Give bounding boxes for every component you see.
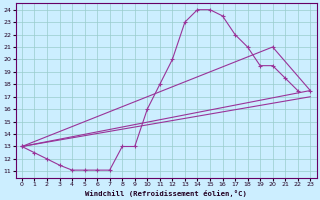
X-axis label: Windchill (Refroidissement éolien,°C): Windchill (Refroidissement éolien,°C) [85,190,247,197]
